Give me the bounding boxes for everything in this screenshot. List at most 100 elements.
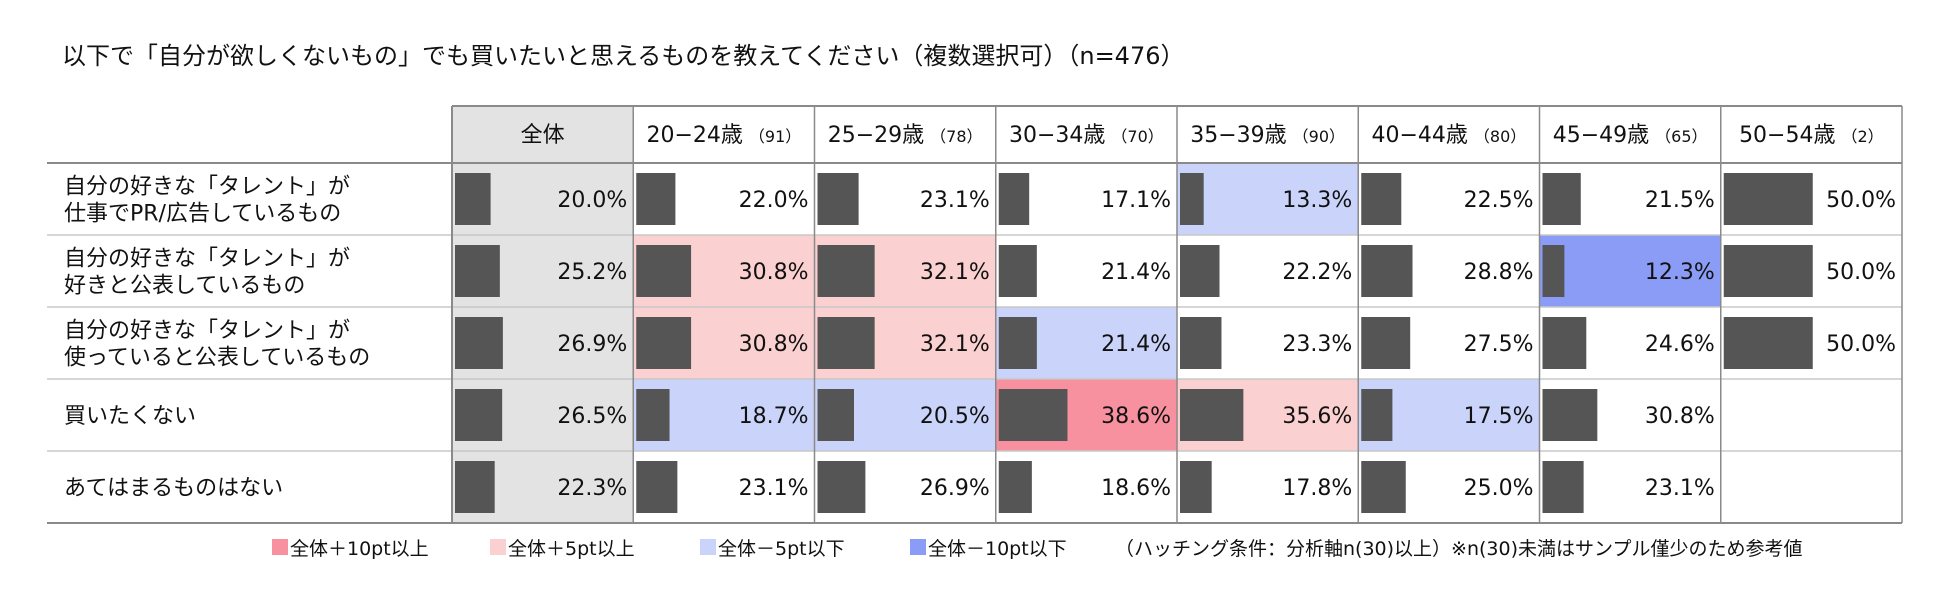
bar-r0-c4 (1180, 173, 1204, 225)
bar-r4-c1 (636, 461, 678, 513)
legend-label: 全体＋10pt以上 (290, 538, 429, 560)
bar-r1-c6 (1542, 245, 1565, 297)
bar-r0-c2 (817, 173, 859, 225)
column-header: 40−44歳 （80） (1371, 123, 1526, 148)
value-label: 27.5% (1464, 332, 1534, 357)
column-header: 全体 (521, 123, 565, 148)
column-header-label: 20−24歳 (646, 123, 742, 148)
row-label: 自分の好きな「タレント」が (64, 175, 350, 200)
value-label: 30.8% (1645, 404, 1715, 429)
hatch-cell-r0-c4 (1177, 163, 1359, 235)
column-header-label: 40−44歳 (1371, 123, 1467, 148)
bar-r4-c6 (1542, 461, 1584, 513)
bar-series (455, 173, 1813, 513)
column-header-n: （65） (1655, 127, 1707, 146)
bar-r4-c4 (1180, 461, 1212, 513)
bar-r3-c3 (998, 389, 1068, 441)
bar-r4-c5 (1361, 461, 1406, 513)
bar-r2-c2 (817, 317, 875, 369)
value-label: 32.1% (920, 260, 990, 285)
column-header-label: 全体 (521, 123, 565, 148)
bar-r2-c0 (455, 317, 503, 369)
column-header-n: （2） (1842, 127, 1884, 146)
bar-r3-c6 (1542, 389, 1598, 441)
column-header-label: 30−34歳 (1009, 123, 1105, 148)
legend: 全体＋10pt以上 全体＋5pt以上 全体－5pt以下 全体－10pt以下 （ハッチング… (272, 538, 1802, 560)
bar-r1-c2 (817, 245, 875, 297)
legend-label: 全体－10pt以下 (928, 538, 1067, 560)
value-label: 23.1% (920, 188, 990, 213)
bar-r3-c2 (817, 389, 854, 441)
column-header-n: （80） (1474, 127, 1526, 146)
legend-swatch (272, 539, 288, 555)
legend-swatch (910, 539, 926, 555)
value-label: 26.9% (557, 332, 627, 357)
value-label: 21.4% (1101, 260, 1171, 285)
column-header-n: （78） (930, 127, 982, 146)
column-header: 30−34歳 （70） (1009, 123, 1164, 148)
chart-title: 以下で「自分が欲しくないもの」でも買いたいと思えるものを教えてください（複数選択… (62, 42, 1185, 70)
row-label: 買いたくない (64, 404, 196, 429)
column-header-n: （91） (749, 127, 801, 146)
bar-r0-c6 (1542, 173, 1581, 225)
legend-swatch (490, 539, 506, 555)
value-label: 21.4% (1101, 332, 1171, 357)
legend-swatch (700, 539, 716, 555)
value-label: 18.6% (1101, 476, 1171, 501)
value-label: 25.2% (557, 260, 627, 285)
value-label: 22.5% (1464, 188, 1534, 213)
table-grid (47, 105, 1903, 524)
legend-label: 全体＋5pt以上 (508, 538, 635, 560)
value-label: 30.8% (739, 260, 809, 285)
value-label: 21.5% (1645, 188, 1715, 213)
value-label: 32.1% (920, 332, 990, 357)
value-label: 22.0% (739, 188, 809, 213)
bar-r1-c4 (1180, 245, 1220, 297)
bar-r0-c7 (1723, 173, 1813, 225)
cell-backgrounds (452, 106, 1721, 523)
row-label: 自分の好きな「タレント」が (64, 319, 350, 344)
column-header-label: 25−29歳 (828, 123, 924, 148)
value-label: 30.8% (739, 332, 809, 357)
row-label: あてはまるものはない (64, 476, 283, 501)
bar-r2-c6 (1542, 317, 1587, 369)
column-header: 45−49歳 （65） (1553, 123, 1708, 148)
value-label: 38.6% (1101, 404, 1171, 429)
value-label: 35.6% (1282, 404, 1352, 429)
bar-r1-c5 (1361, 245, 1413, 297)
bar-r3-c0 (455, 389, 503, 441)
value-label: 26.5% (557, 404, 627, 429)
value-label: 20.5% (920, 404, 990, 429)
value-label: 23.1% (1645, 476, 1715, 501)
value-label: 22.2% (1282, 260, 1352, 285)
bar-r2-c1 (636, 317, 692, 369)
bar-r3-c4 (1180, 389, 1244, 441)
value-label: 17.1% (1101, 188, 1171, 213)
bar-r0-c1 (636, 173, 676, 225)
bar-r2-c3 (998, 317, 1037, 369)
hatch-cell-r1-c6 (1539, 235, 1721, 307)
value-label: 26.9% (920, 476, 990, 501)
bar-r1-c0 (455, 245, 500, 297)
legend-label: 全体－5pt以下 (718, 538, 845, 560)
value-label: 20.0% (557, 188, 627, 213)
hatching-note: （ハッチング条件：分析軸n(30)以上）※n(30)未満はサンプル僅少のため参考… (1115, 538, 1802, 560)
bar-r4-c3 (998, 461, 1032, 513)
bar-r4-c0 (455, 461, 495, 513)
column-headers: 全体 20−24歳 （91） 25−29歳 （78） 30−34歳 （70） 35−39歳 （9… (521, 123, 1884, 148)
bar-r3-c5 (1361, 389, 1393, 441)
column-header: 50−54歳 （2） (1739, 123, 1884, 148)
value-label: 50.0% (1826, 188, 1896, 213)
value-label: 22.3% (557, 476, 627, 501)
column-header-label: 45−49歳 (1553, 123, 1649, 148)
value-label: 13.3% (1282, 188, 1352, 213)
column-header: 35−39歳 （90） (1190, 123, 1345, 148)
row-label: 使っていると公表しているもの (64, 346, 370, 371)
value-label: 23.1% (739, 476, 809, 501)
row-label: 仕事でPR/広告しているもの (64, 202, 341, 227)
bar-r1-c7 (1723, 245, 1813, 297)
bar-r0-c0 (455, 173, 491, 225)
data-labels: 20.0% 22.0% 23.1% 17.1% 13.3% 22.5% 21.5% 50.0%… (557, 188, 1896, 501)
value-label: 28.8% (1464, 260, 1534, 285)
